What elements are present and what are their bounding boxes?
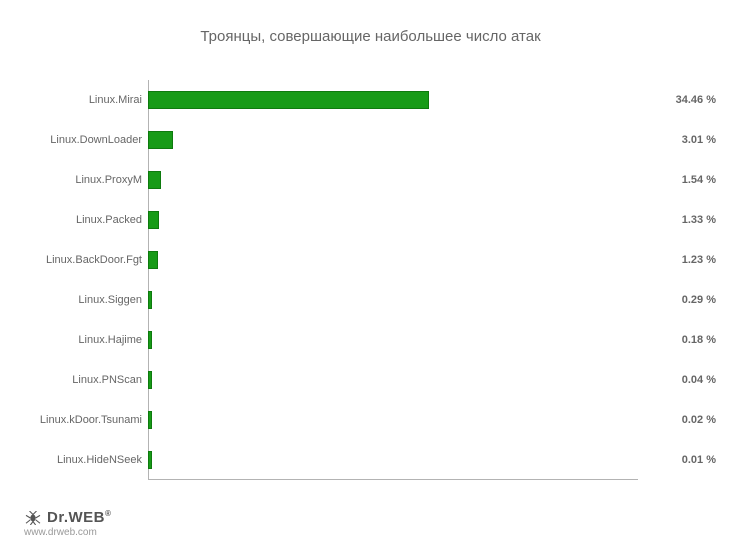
bar-track — [148, 440, 638, 480]
bar-pct: 0.01 % — [638, 454, 728, 466]
bar — [148, 251, 158, 269]
bar-pct: 0.18 % — [638, 334, 728, 346]
chart-area: Linux.Mirai 34.46 % Linux.DownLoader 3.01 %… — [0, 80, 741, 480]
bar-pct: 0.02 % — [638, 414, 728, 426]
bar — [148, 91, 429, 109]
brand-url: www.drweb.com — [24, 527, 111, 538]
bar-pct: 0.29 % — [638, 294, 728, 306]
bar-track — [148, 240, 638, 280]
chart-title: Троянцы, совершающие наибольшее число ат… — [0, 0, 741, 45]
bar — [148, 411, 152, 429]
bar-pct: 1.54 % — [638, 174, 728, 186]
bar-label: Linux.HideNSeek — [0, 454, 148, 466]
bar-track — [148, 160, 638, 200]
bar-label: Linux.BackDoor.Fgt — [0, 254, 148, 266]
logo-block: Dr.WEB® www.drweb.com — [24, 509, 111, 538]
chart-row: Linux.Hajime 0.18 % — [0, 320, 741, 360]
bar-pct: 34.46 % — [638, 94, 728, 106]
brand-reg: ® — [105, 509, 111, 518]
bar-track — [148, 280, 638, 320]
bar-track — [148, 360, 638, 400]
chart-row: Linux.PNScan 0.04 % — [0, 360, 741, 400]
bar-pct: 1.23 % — [638, 254, 728, 266]
bar — [148, 371, 152, 389]
bar-label: Linux.kDoor.Tsunami — [0, 414, 148, 426]
bar-label: Linux.DownLoader — [0, 134, 148, 146]
chart-row: Linux.Packed 1.33 % — [0, 200, 741, 240]
spider-icon — [24, 511, 42, 525]
chart-row: Linux.BackDoor.Fgt 1.23 % — [0, 240, 741, 280]
chart-row: Linux.DownLoader 3.01 % — [0, 120, 741, 160]
bar-track — [148, 80, 638, 120]
bar-label: Linux.PNScan — [0, 374, 148, 386]
bar-track — [148, 200, 638, 240]
bar-pct: 1.33 % — [638, 214, 728, 226]
bar — [148, 451, 152, 469]
bar-track — [148, 400, 638, 440]
bar — [148, 211, 159, 229]
bar-pct: 3.01 % — [638, 134, 728, 146]
brand-text: Dr.WEB — [47, 509, 105, 526]
chart-row: Linux.HideNSeek 0.01 % — [0, 440, 741, 480]
bar — [148, 171, 161, 189]
bar — [148, 131, 173, 149]
bar-label: Linux.Mirai — [0, 94, 148, 106]
bar-label: Linux.Hajime — [0, 334, 148, 346]
chart-row: Linux.Mirai 34.46 % — [0, 80, 741, 120]
chart-row: Linux.kDoor.Tsunami 0.02 % — [0, 400, 741, 440]
chart-row: Linux.Siggen 0.29 % — [0, 280, 741, 320]
bar-label: Linux.Packed — [0, 214, 148, 226]
bar-track — [148, 320, 638, 360]
bar-label: Linux.Siggen — [0, 294, 148, 306]
bar — [148, 291, 152, 309]
bar-pct: 0.04 % — [638, 374, 728, 386]
bar — [148, 331, 152, 349]
bar-label: Linux.ProxyM — [0, 174, 148, 186]
chart-row: Linux.ProxyM 1.54 % — [0, 160, 741, 200]
brand-logo: Dr.WEB® — [24, 509, 111, 526]
bar-track — [148, 120, 638, 160]
